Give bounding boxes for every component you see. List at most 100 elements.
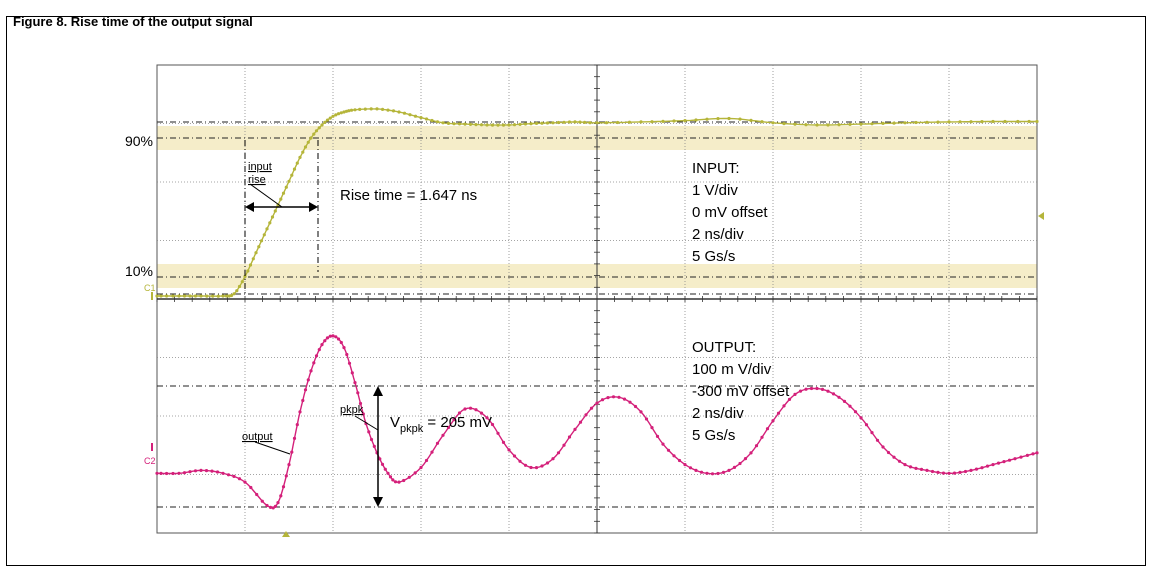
sample-point-c1 [672, 119, 676, 123]
sample-point-c1 [727, 116, 731, 121]
vpkpk-value: = 205 mV [423, 414, 492, 431]
sample-point-c1 [339, 111, 343, 115]
sample-point-c2 [165, 471, 169, 476]
input-settings-line: 1 V/div [692, 182, 738, 199]
sample-point-c1 [251, 257, 255, 261]
sample-point-c2 [378, 457, 382, 461]
sample-point-c1 [303, 145, 308, 149]
sample-point-c1 [760, 120, 764, 124]
sample-point-c2 [350, 371, 354, 375]
sample-point-c1 [793, 122, 797, 126]
sample-point-c1 [771, 121, 775, 125]
sample-point-c1 [604, 121, 609, 125]
sample-point-c1 [588, 121, 592, 125]
sample-point-c2 [919, 467, 924, 471]
sample-point-c1 [540, 121, 544, 125]
sample-point-c2 [760, 435, 764, 439]
sample-point-c2 [716, 471, 720, 476]
sample-point-c1 [369, 107, 373, 111]
sample-point-c1 [221, 294, 225, 298]
sample-point-c2 [556, 451, 561, 455]
sample-point-c1 [512, 123, 517, 127]
sample-point-c1 [268, 221, 272, 225]
sample-point-c1 [408, 113, 412, 117]
sample-point-c1 [342, 110, 346, 114]
sample-point-c2 [501, 440, 506, 444]
sample-point-c1 [273, 209, 277, 213]
sample-point-c1 [358, 107, 362, 111]
sample-point-c2 [721, 470, 726, 474]
reference-lines [157, 121, 1037, 508]
sample-point-c1 [309, 136, 313, 140]
sample-point-c1 [380, 107, 385, 111]
sample-point-c2 [325, 336, 330, 340]
sample-point-c2 [188, 470, 192, 474]
measurement-markers [244, 140, 1044, 537]
sample-point-c2 [336, 337, 341, 341]
sample-point-c1 [969, 120, 973, 124]
sample-point-c1 [452, 122, 456, 126]
sample-point-c2 [271, 506, 275, 510]
sample-point-c2 [367, 430, 371, 434]
channel-c1-label: C1 [144, 283, 156, 293]
sample-point-c2 [463, 407, 467, 411]
sample-point-c1 [182, 294, 187, 298]
sample-point-c2 [705, 471, 709, 475]
sample-point-c2 [672, 454, 676, 458]
sample-point-c2 [193, 469, 198, 473]
sample-point-c1 [254, 251, 258, 255]
sample-point-c2 [952, 471, 957, 475]
sample-point-c1 [205, 294, 209, 298]
vpkpk-arrow-head-top [373, 386, 383, 396]
sample-point-c2 [243, 480, 247, 484]
sample-point-c1 [749, 118, 753, 122]
sample-point-c1 [490, 123, 495, 127]
sample-point-c2 [804, 387, 808, 391]
sample-point-c1 [243, 274, 247, 279]
sample-point-c2 [1019, 455, 1023, 459]
sample-point-c2 [485, 416, 489, 420]
sample-point-c2 [688, 466, 693, 470]
sample-point-c2 [782, 404, 786, 408]
sample-point-c2 [446, 425, 451, 430]
input-rise-tag-line2: rise [248, 174, 266, 186]
output-settings-line: OUTPUT: [692, 339, 756, 356]
sample-point-c2 [540, 464, 544, 468]
sample-point-c1 [474, 123, 478, 127]
sample-point-c1 [270, 215, 275, 219]
sample-point-c2 [1031, 452, 1035, 456]
sample-point-c2 [655, 434, 660, 438]
sample-point-c2 [815, 386, 819, 391]
sample-point-c2 [650, 426, 654, 430]
sample-point-c2 [875, 438, 880, 442]
sample-point-c1 [1016, 119, 1020, 124]
sample-point-c1 [892, 121, 896, 125]
sample-point-c2 [347, 361, 352, 365]
sample-point-c1 [556, 120, 561, 125]
sample-point-c2 [738, 461, 742, 466]
sample-point-c1 [903, 121, 907, 125]
sample-point-c2 [518, 459, 522, 463]
sample-point-c1 [259, 239, 264, 243]
sample-point-c1 [1035, 119, 1039, 124]
sample-point-c2 [435, 441, 440, 445]
sample-point-c2 [312, 361, 316, 365]
sample-point-c2 [699, 470, 704, 474]
sample-point-c1 [627, 120, 632, 124]
sample-point-c2 [255, 492, 259, 497]
sample-point-c1 [573, 120, 577, 124]
sample-point-c2 [452, 418, 456, 422]
vpkpk-main: V [390, 414, 400, 431]
sample-point-c1 [375, 107, 379, 111]
sample-point-c1 [716, 117, 720, 121]
sample-point-c2 [848, 404, 852, 408]
sample-point-c2 [182, 471, 187, 475]
sample-point-c2 [545, 461, 550, 465]
sample-point-c2 [249, 485, 253, 490]
sample-point-c2 [969, 468, 973, 472]
sample-point-c2 [295, 423, 299, 427]
output-settings-line: 100 m V/div [692, 361, 772, 378]
sample-point-c2 [199, 468, 203, 472]
sample-point-c1 [507, 123, 511, 127]
